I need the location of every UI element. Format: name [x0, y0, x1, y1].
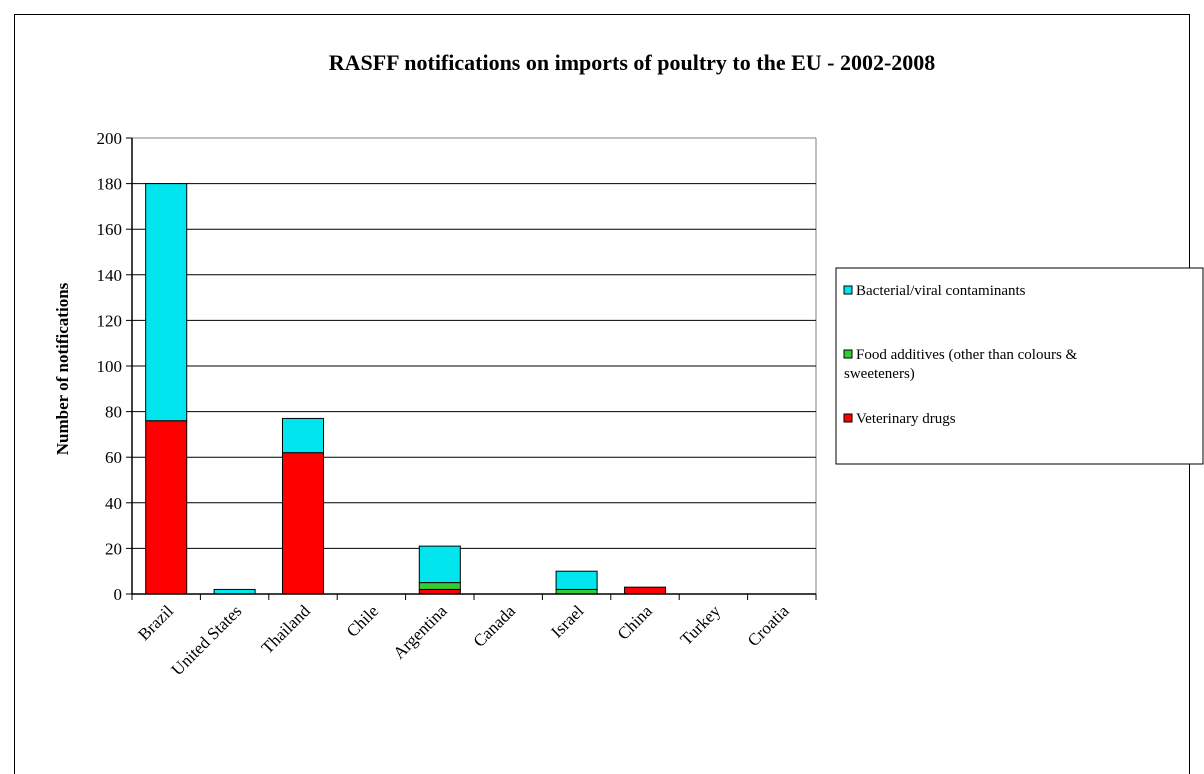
legend-entry: Bacterial/viral contaminants	[856, 283, 1026, 299]
legend: Bacterial/viral contaminants Food additiv…	[835, 267, 1204, 465]
axes: 0 20 40 60 80 100 120 140 160 180 200 BrazilUnited …	[97, 129, 817, 679]
x-tick-label: Chile	[343, 601, 382, 640]
legend-box	[835, 267, 1204, 465]
y-tick-label: 160	[97, 220, 123, 239]
y-tick-label: 60	[105, 448, 122, 467]
x-tick-label: Canada	[470, 601, 520, 651]
x-tick-label: United States	[168, 601, 246, 679]
x-tick-label: Croatia	[744, 601, 793, 650]
bar-segment	[281, 417, 325, 454]
legend-entry: Veterinary drugs	[856, 411, 956, 427]
chart-title: RASFF notifications on imports of poultr…	[329, 50, 936, 75]
bars	[145, 183, 667, 595]
y-tick-label: 40	[105, 494, 122, 513]
grid-lines	[132, 137, 817, 594]
y-tick-label: 20	[105, 539, 122, 558]
bar-segment	[145, 183, 188, 422]
x-tick-label: China	[614, 601, 656, 643]
y-tick-label: 100	[97, 357, 123, 376]
y-axis-label: Number of notifications	[53, 282, 72, 455]
y-tick-label: 140	[97, 266, 123, 285]
bar-segment	[145, 420, 188, 595]
bar-segment	[555, 570, 598, 590]
x-tick-label: Turkey	[676, 601, 724, 649]
y-tick-label: 0	[114, 585, 123, 604]
bar-segment	[281, 452, 325, 595]
bar-segment	[623, 586, 667, 595]
bar-segment	[418, 582, 461, 590]
x-tick-label: Thailand	[258, 601, 315, 658]
y-tick-label: 80	[105, 403, 122, 422]
y-tick-label: 200	[97, 129, 123, 148]
bar-segment	[418, 545, 461, 584]
x-tick-label: Israel	[547, 601, 587, 641]
legend-entry: Food additives (other than colours & swee…	[844, 347, 1078, 382]
y-tick-label: 180	[97, 175, 123, 194]
legend-swatch	[843, 285, 853, 295]
y-tick-label: 120	[97, 311, 123, 330]
legend-swatch	[843, 413, 853, 423]
x-tick-label: Argentina	[389, 601, 451, 663]
x-tick-label: Brazil	[134, 601, 177, 644]
legend-swatch	[843, 349, 853, 359]
